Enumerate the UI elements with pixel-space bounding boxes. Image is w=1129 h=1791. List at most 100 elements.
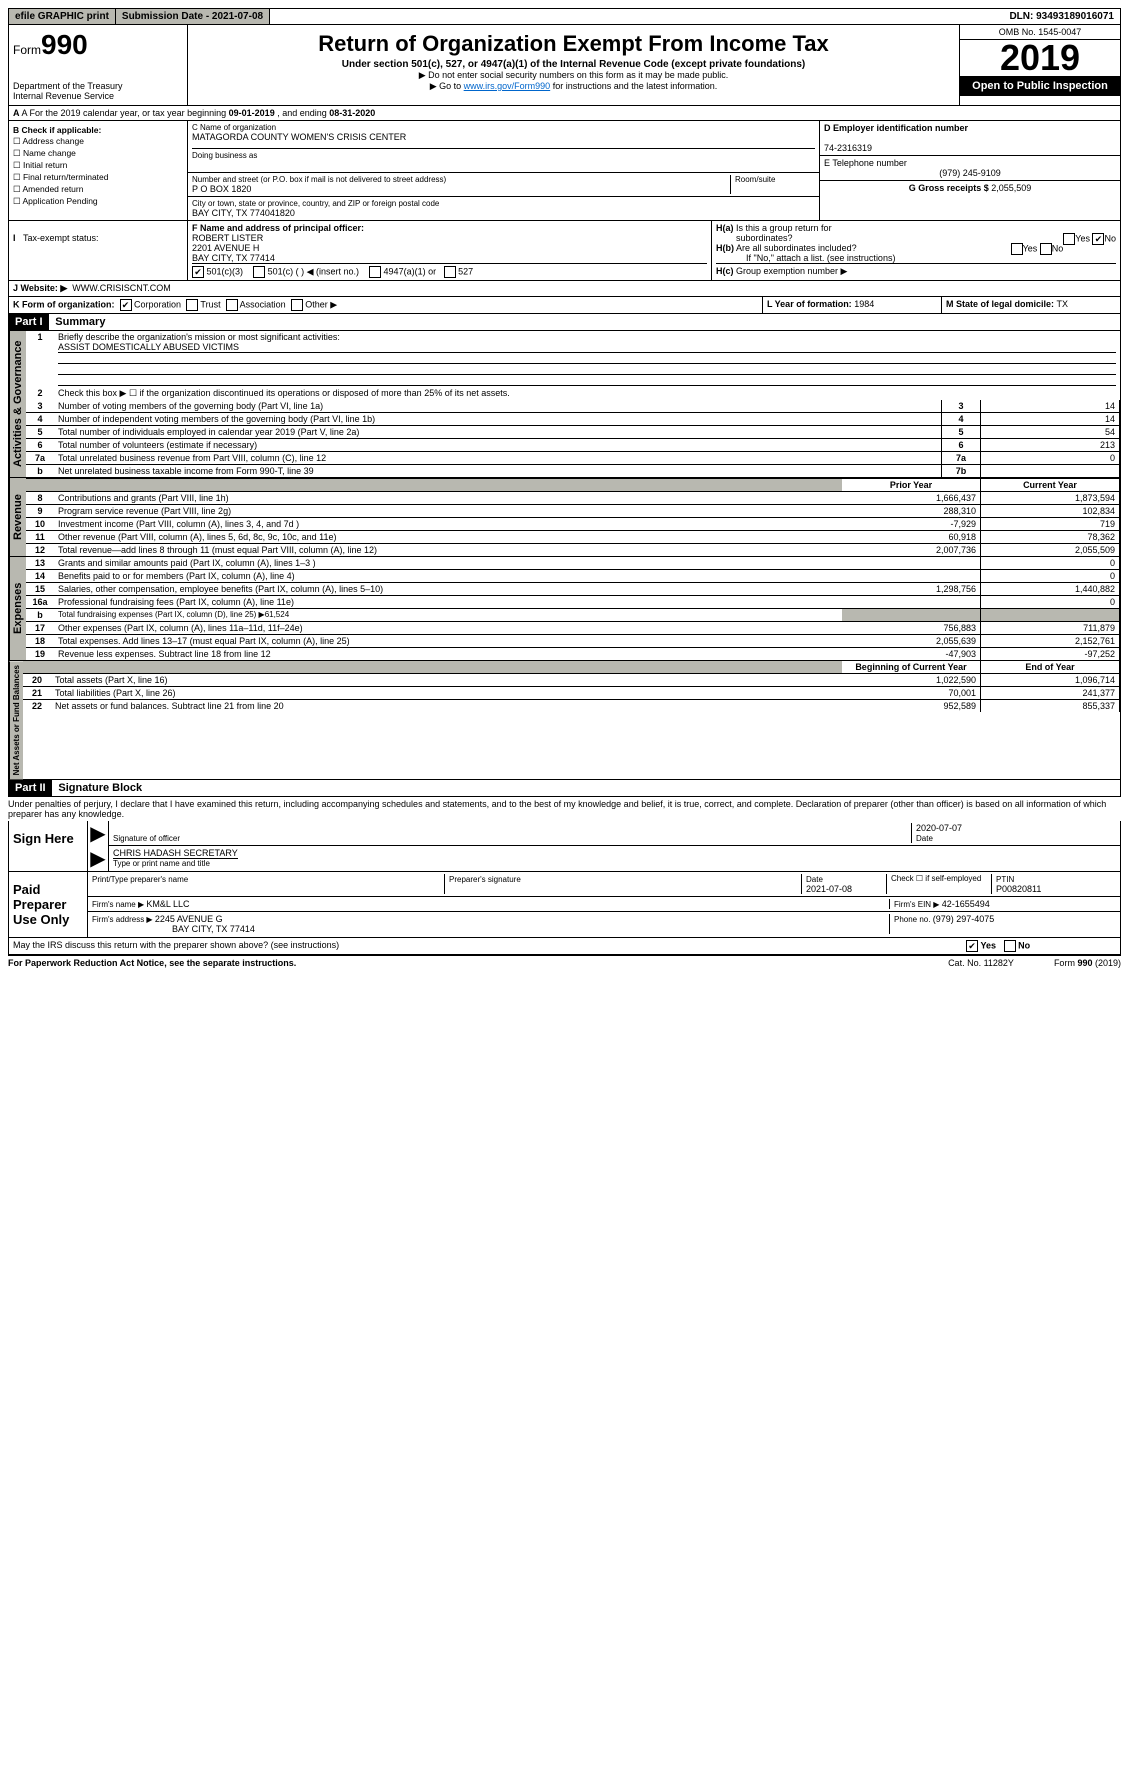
prep-date: 2021-07-08 bbox=[806, 884, 852, 894]
irs-link[interactable]: www.irs.gov/Form990 bbox=[464, 81, 551, 91]
submission-date: Submission Date - 2021-07-08 bbox=[116, 9, 270, 24]
vtext-revenue: Revenue bbox=[9, 478, 26, 556]
sign-here-section: Sign Here ▶▶ Signature of officer 2020-0… bbox=[8, 821, 1121, 872]
vtext-net: Net Assets or Fund Balances bbox=[9, 661, 23, 779]
cb-assoc[interactable] bbox=[226, 299, 238, 311]
firm-addr: 2245 AVENUE G bbox=[155, 914, 223, 924]
tax-exempt-label: I Tax-exempt status: bbox=[9, 221, 188, 280]
val-5: 54 bbox=[981, 426, 1120, 439]
org-info: C Name of organization MATAGORDA COUNTY … bbox=[188, 121, 819, 220]
discuss-yes[interactable] bbox=[966, 940, 978, 952]
gross-receipts: G Gross receipts $ 2,055,509 bbox=[820, 181, 1120, 195]
cb-501c[interactable] bbox=[253, 266, 265, 278]
header-right: OMB No. 1545-0047 2019 Open to Public In… bbox=[960, 25, 1120, 105]
note-ssn: ▶ Do not enter social security numbers o… bbox=[192, 70, 955, 81]
firm-phone: (979) 297-4075 bbox=[933, 914, 995, 924]
vtext-governance: Activities & Governance bbox=[9, 331, 26, 477]
form-org-row: K Form of organization: Corporation Trus… bbox=[8, 297, 1121, 314]
discuss-row: May the IRS discuss this return with the… bbox=[8, 938, 1121, 955]
col-begin: Beginning of Current Year bbox=[842, 661, 981, 674]
note-link: ▶ Go to www.irs.gov/Form990 for instruct… bbox=[192, 81, 955, 92]
mission-text: ASSIST DOMESTICALLY ABUSED VICTIMS bbox=[58, 342, 1116, 353]
officer-group-row: I Tax-exempt status: F Name and address … bbox=[8, 221, 1121, 281]
self-employed-check[interactable]: Check ☐ if self-employed bbox=[887, 874, 992, 894]
section-b: B Check if applicable: ☐ Address change … bbox=[8, 121, 1121, 221]
address-cell: Number and street (or P.O. box if mail i… bbox=[188, 173, 819, 197]
cb-corp[interactable] bbox=[120, 299, 132, 311]
perjury-text: Under penalties of perjury, I declare th… bbox=[8, 797, 1121, 821]
phone-cell: E Telephone number (979) 245-9109 bbox=[820, 156, 1120, 181]
cb-name-change[interactable]: ☐ Name change bbox=[13, 148, 183, 159]
cb-final-return[interactable]: ☐ Final return/terminated bbox=[13, 172, 183, 183]
col-prior: Prior Year bbox=[842, 479, 981, 492]
sig-date: 2020-07-07 bbox=[916, 823, 962, 833]
part2-badge: Part II bbox=[9, 780, 52, 796]
val-6: 213 bbox=[981, 439, 1120, 452]
revenue-section: Revenue Prior YearCurrent Year 8Contribu… bbox=[8, 478, 1121, 557]
ein-cell: D Employer identification number 74-2316… bbox=[820, 121, 1120, 156]
paid-preparer-section: Paid Preparer Use Only Print/Type prepar… bbox=[8, 872, 1121, 938]
line2-text: Check this box ▶ ☐ if the organization d… bbox=[54, 387, 1120, 400]
website-url[interactable]: WWW.CRISISCNT.COM bbox=[72, 283, 171, 293]
sign-here-label: Sign Here bbox=[9, 821, 88, 871]
website-row: J Website: ▶ WWW.CRISISCNT.COM bbox=[8, 281, 1121, 297]
val-7a: 0 bbox=[981, 452, 1120, 465]
firm-ein: 42-1655494 bbox=[942, 899, 990, 909]
ha-yes[interactable] bbox=[1063, 233, 1075, 245]
room-suite: Room/suite bbox=[730, 175, 815, 194]
vtext-expenses: Expenses bbox=[9, 557, 26, 660]
city-cell: City or town, state or province, country… bbox=[188, 197, 819, 220]
paid-preparer-label: Paid Preparer Use Only bbox=[9, 872, 88, 937]
officer-name: CHRIS HADASH SECRETARY bbox=[113, 848, 238, 859]
header-center: Return of Organization Exempt From Incom… bbox=[188, 25, 960, 105]
expenses-section: Expenses 13Grants and similar amounts pa… bbox=[8, 557, 1121, 661]
firm-name: KM&L LLC bbox=[146, 899, 189, 909]
tax-year: 2019 bbox=[960, 40, 1120, 76]
form-header: Form990 Department of the Treasury Inter… bbox=[8, 25, 1121, 106]
dept-label: Department of the Treasury Internal Reve… bbox=[13, 81, 183, 101]
cb-4947[interactable] bbox=[369, 266, 381, 278]
year-formation: L Year of formation: 1984 bbox=[763, 297, 942, 313]
form-title: Return of Organization Exempt From Incom… bbox=[192, 31, 955, 57]
header-left: Form990 Department of the Treasury Inter… bbox=[9, 25, 188, 105]
col-end: End of Year bbox=[981, 661, 1120, 674]
cb-other[interactable] bbox=[291, 299, 303, 311]
group-return-cell: H(a) H(a) Is this a group return for sub… bbox=[712, 221, 1120, 280]
form-number: Form990 bbox=[13, 29, 183, 61]
part1-badge: Part I bbox=[9, 314, 49, 330]
officer-cell: F Name and address of principal officer:… bbox=[188, 221, 712, 280]
state-domicile: M State of legal domicile: TX bbox=[942, 297, 1120, 313]
val-7b bbox=[981, 465, 1120, 478]
cb-527[interactable] bbox=[444, 266, 456, 278]
part1-title: Summary bbox=[55, 316, 105, 328]
discuss-no[interactable] bbox=[1004, 940, 1016, 952]
val-3: 14 bbox=[981, 400, 1120, 413]
dln: DLN: 93493189016071 bbox=[1003, 9, 1120, 24]
ptin-value: P00820811 bbox=[996, 884, 1041, 894]
org-name-cell: C Name of organization MATAGORDA COUNTY … bbox=[188, 121, 819, 173]
ha-no[interactable] bbox=[1092, 233, 1104, 245]
pra-notice: For Paperwork Reduction Act Notice, see … bbox=[8, 958, 296, 968]
cb-trust[interactable] bbox=[186, 299, 198, 311]
part1-header-row: Part I Summary bbox=[8, 314, 1121, 331]
part2-header-row: Part II Signature Block bbox=[8, 780, 1121, 797]
hb-no[interactable] bbox=[1040, 243, 1052, 255]
cb-501c3[interactable] bbox=[192, 266, 204, 278]
governance-section: Activities & Governance 1 Briefly descri… bbox=[8, 331, 1121, 478]
cb-address-change[interactable]: ☐ Address change bbox=[13, 136, 183, 147]
cb-initial-return[interactable]: ☐ Initial return bbox=[13, 160, 183, 171]
top-bar: efile GRAPHIC print Submission Date - 20… bbox=[8, 8, 1121, 25]
col-current: Current Year bbox=[981, 479, 1120, 492]
form-subtitle: Under section 501(c), 527, or 4947(a)(1)… bbox=[192, 59, 955, 70]
hb-yes[interactable] bbox=[1011, 243, 1023, 255]
right-info: D Employer identification number 74-2316… bbox=[819, 121, 1120, 220]
footer: For Paperwork Reduction Act Notice, see … bbox=[8, 955, 1121, 968]
part2-title: Signature Block bbox=[58, 782, 142, 794]
check-column: B Check if applicable: ☐ Address change … bbox=[9, 121, 188, 220]
cb-application[interactable]: ☐ Application Pending bbox=[13, 196, 183, 207]
efile-label[interactable]: efile GRAPHIC print bbox=[9, 9, 116, 24]
cb-amended[interactable]: ☐ Amended return bbox=[13, 184, 183, 195]
cat-no: Cat. No. 11282Y bbox=[948, 958, 1014, 968]
val-4: 14 bbox=[981, 413, 1120, 426]
line-a: A A For the 2019 calendar year, or tax y… bbox=[8, 106, 1121, 121]
